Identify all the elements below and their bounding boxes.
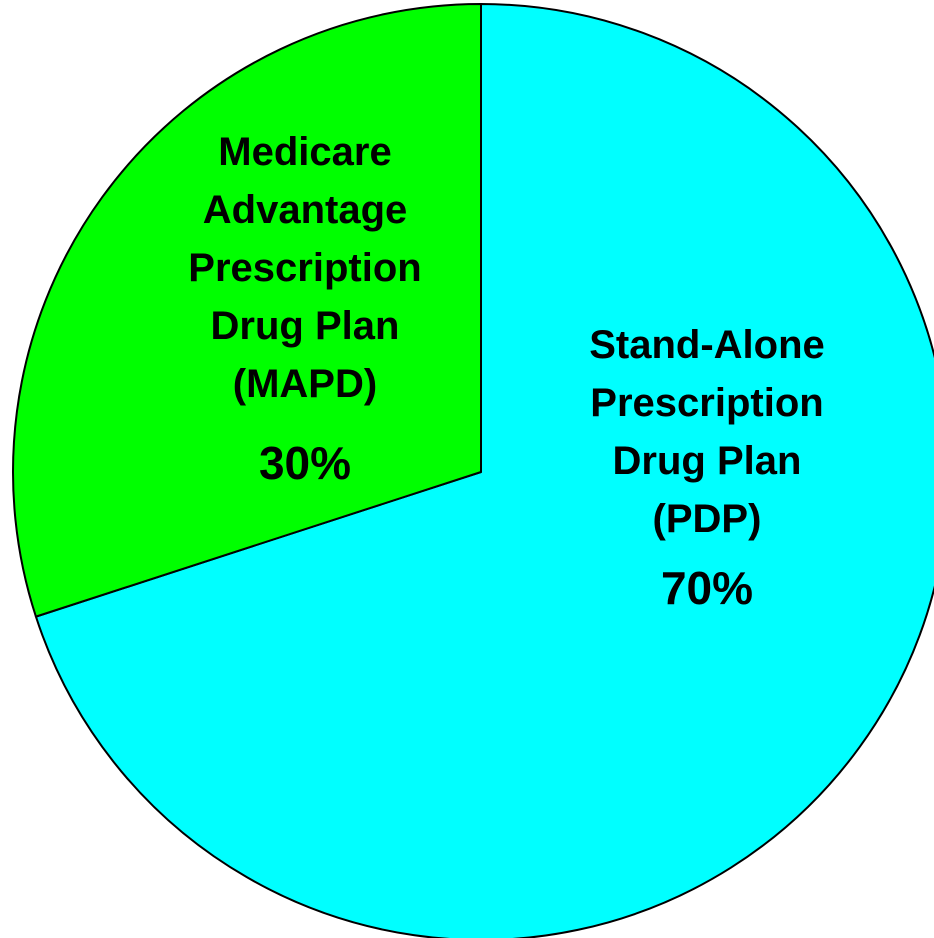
slice-label-0: Stand-Alone Prescription Drug Plan (PDP) 70%	[589, 323, 825, 614]
slice-name-line: (PDP)	[653, 497, 762, 541]
slice-label-1: Medicare Advantage Prescription Drug Plan (M…	[188, 130, 421, 489]
slice-name-line: Medicare	[218, 130, 391, 174]
slice-percent-label: 70%	[661, 562, 753, 614]
pie-slices	[12, 3, 934, 938]
slice-labels: Stand-Alone Prescription Drug Plan (PDP) 70%…	[188, 130, 824, 614]
slice-name-line: Prescription	[590, 381, 823, 425]
slice-name-line: (MAPD)	[233, 362, 377, 406]
slice-name-line: Prescription	[188, 246, 421, 290]
slice-name-line: Drug Plan	[211, 304, 400, 348]
slice-percent-label: 30%	[259, 437, 351, 489]
pie-slice-0	[34, 3, 934, 938]
pie-slice-1	[12, 3, 482, 618]
slice-name-line: Drug Plan	[613, 439, 802, 483]
slice-name-line: Stand-Alone	[589, 323, 825, 367]
slice-name-line: Advantage	[203, 188, 408, 232]
